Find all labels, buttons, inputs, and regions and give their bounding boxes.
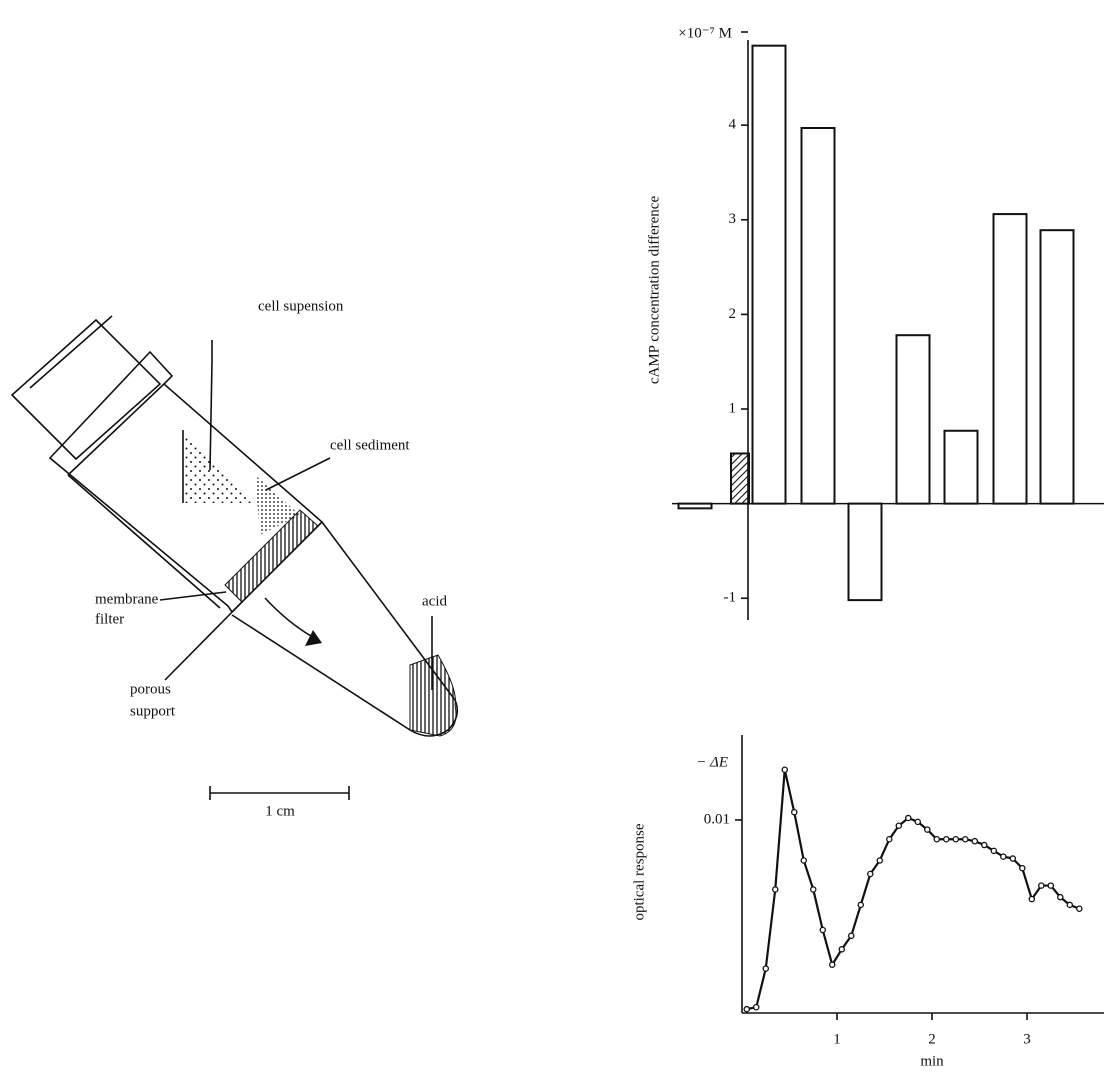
label: membrane [95,591,159,607]
point [896,823,901,828]
label: support [130,703,176,719]
point [906,815,911,820]
scale-label: 1 cm [265,803,295,819]
point [1010,856,1015,861]
x-tick-label: 3 [1023,1031,1031,1047]
point [763,966,768,971]
point [1048,883,1053,888]
bar [994,214,1027,504]
cone [232,615,410,730]
arrow-head [305,630,322,646]
point [963,837,968,842]
bar [897,335,930,503]
point [1029,896,1034,901]
y-tick-label: 0.01 [704,811,730,827]
x-axis-label: min [920,1053,944,1069]
leader [210,340,212,470]
cap-outer [12,320,160,459]
label: porous [130,681,171,697]
point [991,848,996,853]
point [982,842,987,847]
y-tick-label: -1 [724,590,737,606]
point [887,837,892,842]
data-line [747,770,1080,1009]
point [849,933,854,938]
leader [266,458,330,490]
point [792,810,797,815]
y-tick-label: 2 [729,306,737,322]
point [944,837,949,842]
point [972,839,977,844]
point [1077,906,1082,911]
bar [753,46,786,504]
y-tick-label: 4 [729,117,737,133]
point [811,887,816,892]
leader [165,602,242,680]
point [782,767,787,772]
point [773,887,778,892]
bar [731,453,749,503]
tube-inner [68,384,164,475]
point [1001,854,1006,859]
y-axis-label: optical response [631,823,647,920]
page: {"diagram": {"labels": ["cell supension"… [0,0,1104,1075]
suspension [183,430,255,503]
point [744,1007,749,1012]
figure: cell supension cell sediment membrane fi… [0,0,1104,1075]
point [934,837,939,842]
point [858,902,863,907]
point [1039,883,1044,888]
acid-fill [410,655,456,736]
x-tick-label: 2 [928,1031,936,1047]
y-tick-label: 1 [729,400,737,416]
bar [802,128,835,504]
point [1067,902,1072,907]
x-tick-label: 1 [833,1031,841,1047]
label: cell supension [258,298,344,314]
cap-line [30,316,112,388]
y-tick-label: 3 [729,211,737,227]
unit-label: − ΔE [696,754,728,770]
bar [1041,230,1074,503]
point [915,819,920,824]
label: cell sediment [330,437,410,453]
flow-arrow [265,598,318,640]
point [801,858,806,863]
bar [945,431,978,504]
point [877,858,882,863]
point [1020,866,1025,871]
bar [849,504,882,601]
point [953,837,958,842]
point [830,962,835,967]
y-axis-label: cAMP concentration difference [646,196,662,385]
bar [679,504,712,509]
label: acid [422,593,447,609]
point [868,871,873,876]
point [754,1005,759,1010]
unit-label: ×10⁻⁷ M [678,25,732,41]
label: filter [95,611,124,627]
point [1058,895,1063,900]
point [839,947,844,952]
point [925,827,930,832]
point [820,927,825,932]
tube-diagram: cell supension cell sediment membrane fi… [12,298,457,819]
